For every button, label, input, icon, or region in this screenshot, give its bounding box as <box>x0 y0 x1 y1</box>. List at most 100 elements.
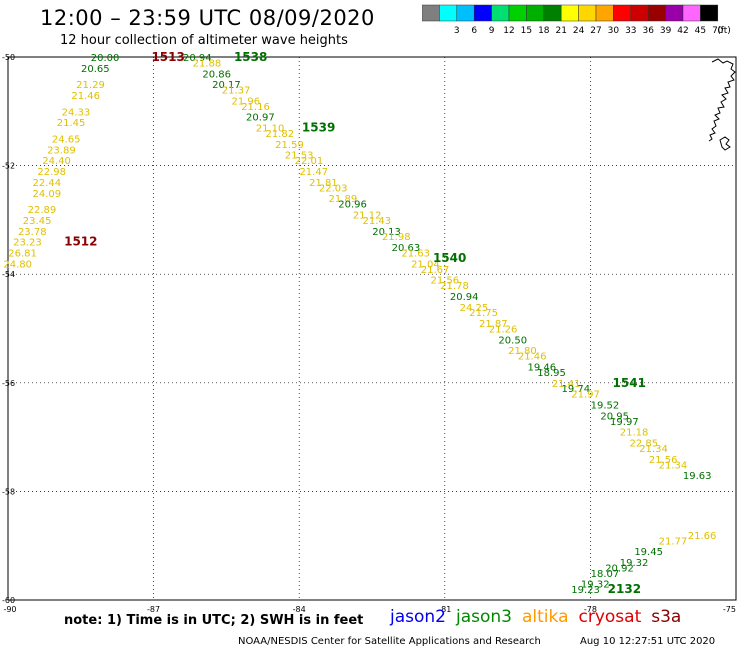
wave-height-value: 20.94 <box>183 53 212 64</box>
wave-height-value: 23.89 <box>47 145 76 156</box>
colorbar-tick-label: 24 <box>573 26 585 36</box>
lon-tick-label: -78 <box>584 605 597 614</box>
wave-height-value: 21.77 <box>659 536 688 547</box>
colorbar-tick-label: 30 <box>608 26 620 36</box>
colorbar-tick-label: 27 <box>590 26 601 36</box>
colorbar-tick-label: 3 <box>454 26 460 36</box>
wave-height-value: 21.12 <box>353 210 382 221</box>
wave-height-value: 21.59 <box>275 140 304 151</box>
wave-height-value: 23.78 <box>18 227 47 238</box>
coastline <box>708 58 736 151</box>
color-scale-bar: 3 6 9 12 15 18 21 24 27 30 33 36 39 42 45 70(ft) <box>422 4 731 36</box>
wave-height-value: 24.80 <box>3 259 32 270</box>
lat-tick-label: -52 <box>2 162 15 171</box>
wave-height-value: 21.26 <box>489 325 518 336</box>
wave-height-value: 21.98 <box>382 232 411 243</box>
legend-entry-cryosat: cryosat <box>578 607 642 627</box>
wave-height-value: 21.04 <box>411 259 440 270</box>
wave-height-value: 24.65 <box>52 134 81 145</box>
lon-tick-label: -81 <box>438 605 451 614</box>
pass-label: 1541 <box>613 376 646 390</box>
wave-height-value: 21.16 <box>241 102 270 113</box>
wave-height-value: 21.18 <box>620 428 649 439</box>
lon-tick-label: -84 <box>293 605 306 614</box>
colorbar-unit: (ft) <box>717 26 731 36</box>
wave-height-value: 22.89 <box>28 205 57 216</box>
lat-tick-label: -56 <box>2 379 15 388</box>
wave-height-value: 19.23 <box>571 585 600 596</box>
colorbar-tick-label: 45 <box>695 26 706 36</box>
footer-note: note: 1) Time is in UTC; 2) SWH is in fe… <box>64 613 364 628</box>
wave-height-value: 21.34 <box>639 444 668 455</box>
wave-height-value: 20.00 <box>91 53 120 64</box>
wave-height-value: 21.96 <box>231 96 260 107</box>
wave-height-value: 20.94 <box>450 292 479 303</box>
wave-height-value: 21.41 <box>552 379 581 390</box>
wave-height-value: 20.86 <box>202 69 231 80</box>
pass-label: 1538 <box>234 50 267 64</box>
wave-height-value: 20.17 <box>212 80 241 91</box>
wave-height-value: 24.40 <box>42 156 71 167</box>
wave-height-value: 22.85 <box>629 439 658 450</box>
wave-height-value: 21.47 <box>299 167 328 178</box>
wave-height-value: 22.03 <box>319 183 348 194</box>
wave-height-value: 21.56 <box>649 455 678 466</box>
satellite-legend: jason2 jason3 altika cryosat s3a <box>390 607 691 627</box>
wave-height-value: 21.37 <box>222 86 251 97</box>
lon-tick-label: -90 <box>3 605 16 614</box>
wave-height-value: 21.75 <box>469 308 498 319</box>
wave-height-value: 19.63 <box>683 471 712 482</box>
wave-height-value: 21.97 <box>571 390 600 401</box>
wave-height-value: 21.80 <box>508 346 537 357</box>
wave-height-value: 26.81 <box>8 248 37 259</box>
wave-height-value: 21.46 <box>71 91 100 102</box>
pass-label: 1513 <box>151 50 184 64</box>
wave-height-value: 18.95 <box>537 368 566 379</box>
lat-tick-label: -50 <box>2 53 15 62</box>
wave-height-value: 19.32 <box>581 580 610 591</box>
wave-height-value: 21.78 <box>440 281 469 292</box>
wave-height-value: 20.65 <box>81 64 110 75</box>
lon-tick-label: -87 <box>147 605 160 614</box>
wave-height-value: 21.29 <box>76 80 105 91</box>
map-title: 12:00 – 23:59 UTC 08/09/2020 <box>40 6 375 30</box>
wave-height-value: 19.32 <box>620 558 649 569</box>
colorbar-tick-label: 36 <box>642 26 654 36</box>
lat-tick-label: -58 <box>2 487 15 496</box>
wave-height-value: 20.63 <box>392 243 421 254</box>
wave-height-value: 23.45 <box>23 216 52 227</box>
wave-height-value: 20.97 <box>246 113 275 124</box>
wave-height-value: 22.44 <box>33 178 62 189</box>
wave-height-value: 21.82 <box>265 129 294 140</box>
wave-height-value: 22.01 <box>295 156 324 167</box>
colorbar-tick-label: 15 <box>521 26 532 36</box>
wave-height-value: 21.89 <box>329 194 358 205</box>
map-subtitle: 12 hour collection of altimeter wave hei… <box>60 33 348 48</box>
wave-height-value: 21.46 <box>518 352 547 363</box>
legend-entry-altika: altika <box>522 607 569 627</box>
colorbar-tick-label: 9 <box>489 26 495 36</box>
wave-height-value: 19.97 <box>610 417 639 428</box>
lat-tick-label: -54 <box>2 270 15 279</box>
wave-height-value: 19.52 <box>591 401 620 412</box>
wave-height-value: 19.45 <box>634 547 663 558</box>
wave-height-value: 20.92 <box>605 563 634 574</box>
wave-height-value: 22.98 <box>37 167 66 178</box>
colorbar-tick-label: 18 <box>538 26 550 36</box>
wave-height-value: 21.63 <box>401 248 430 259</box>
legend-entry-jason3: jason3 <box>456 607 512 627</box>
lat-tick-label: -60 <box>2 596 15 605</box>
wave-height-value: 20.13 <box>372 227 401 238</box>
wave-height-value: 20.50 <box>498 335 527 346</box>
wave-height-value: 21.10 <box>256 124 285 135</box>
wave-height-value: 21.87 <box>479 319 508 330</box>
colorbar-tick-label: 39 <box>660 26 672 36</box>
colorbar-tick-label: 12 <box>503 26 514 36</box>
lon-tick-label: -75 <box>723 605 736 614</box>
wave-height-value: 21.34 <box>659 460 688 471</box>
wave-height-value: 21.56 <box>430 276 459 287</box>
pass-label: 1512 <box>64 235 97 249</box>
wave-height-value: 19.74 <box>562 384 591 395</box>
wave-height-value: 21.45 <box>57 118 86 129</box>
wave-height-value: 21.88 <box>193 58 222 69</box>
